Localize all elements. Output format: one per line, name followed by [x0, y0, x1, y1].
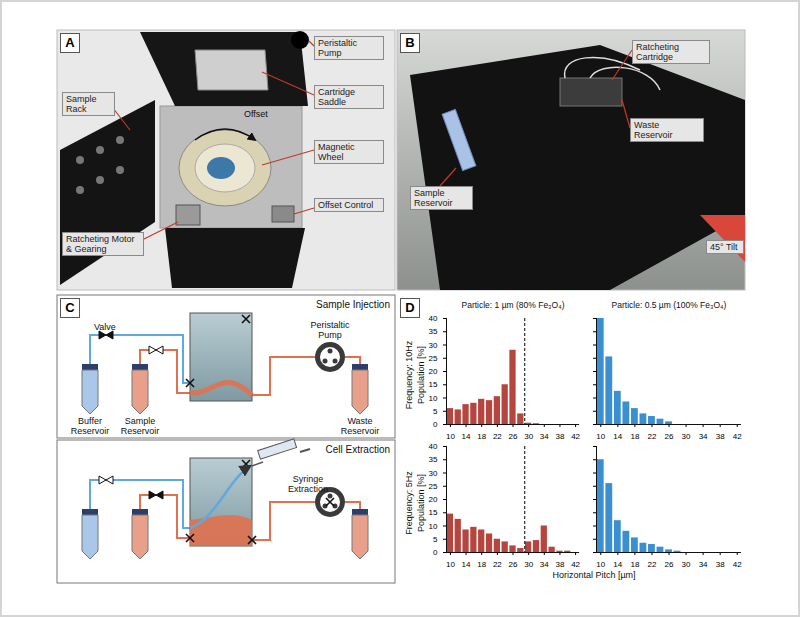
html-text:Particle: 1 µm (80% Fe₃O₄): Particle: 1 µm (80% Fe₃O₄)	[461, 300, 565, 310]
svg-text:42: 42	[571, 432, 580, 441]
html-text:Waste Reservoir: Waste Reservoir	[340, 416, 380, 436]
html-text:Peristaltic Pump: Peristaltic Pump	[310, 320, 350, 340]
svg-text:25: 25	[429, 482, 438, 491]
svg-text:10: 10	[429, 394, 438, 403]
svg-text:10: 10	[596, 432, 605, 441]
html-text:Particle: 0.5 µm (100% Fe₃O₄): Particle: 0.5 µm (100% Fe₃O₄)	[611, 300, 727, 310]
svg-text:34: 34	[540, 560, 549, 569]
svg-text:0: 0	[433, 548, 438, 557]
html-text:Sample Reservoir: Sample Reservoir	[414, 188, 453, 208]
svg-text:26: 26	[665, 560, 674, 569]
svg-text:34: 34	[699, 432, 708, 441]
html-text:Syringe Extraction: Syringe Extraction	[288, 474, 328, 494]
html-text:45° Tilt: 45° Tilt	[710, 242, 738, 252]
html-text:Waste Reservoir: Waste Reservoir	[634, 120, 673, 140]
svg-text:26: 26	[509, 560, 518, 569]
html-text:Frequency: 5Hz: Frequency: 5Hz	[404, 471, 414, 535]
html-text:Valve: Valve	[94, 322, 116, 332]
svg-text:42: 42	[733, 560, 742, 569]
html-text:B: B	[405, 35, 415, 50]
svg-text:14: 14	[462, 432, 471, 441]
html-text:A: A	[65, 35, 75, 50]
html-text:Population [%]: Population [%]	[416, 474, 426, 532]
svg-text:18: 18	[630, 432, 639, 441]
svg-text:18: 18	[477, 560, 486, 569]
svg-text:38: 38	[555, 432, 564, 441]
html-text:Magnetic Wheel: Magnetic Wheel	[318, 142, 355, 162]
html-text:Ratcheting Motor & Gearing: Ratcheting Motor & Gearing	[66, 234, 135, 254]
svg-text:42: 42	[733, 432, 742, 441]
svg-text:25: 25	[429, 354, 438, 363]
html-text:Offset: Offset	[244, 109, 268, 119]
html-text:Buffer Reservoir: Buffer Reservoir	[70, 416, 110, 436]
html-text:Ratcheting Cartridge: Ratcheting Cartridge	[636, 42, 679, 62]
svg-text:14: 14	[613, 432, 622, 441]
html-text:Sample Rack: Sample Rack	[66, 94, 97, 114]
html-text:Offset Control: Offset Control	[318, 200, 374, 210]
html-text:Horizontal Pitch [µm]: Horizontal Pitch [µm]	[552, 570, 636, 580]
svg-text:22: 22	[493, 560, 502, 569]
svg-text:30: 30	[682, 432, 691, 441]
svg-text:30: 30	[682, 560, 691, 569]
html-text:D: D	[405, 300, 415, 315]
svg-text:10: 10	[446, 432, 455, 441]
svg-text:35: 35	[429, 455, 438, 464]
svg-text:38: 38	[716, 560, 725, 569]
svg-text:5: 5	[433, 407, 438, 416]
svg-text:15: 15	[429, 380, 438, 389]
svg-text:30: 30	[429, 469, 438, 478]
html-text:Peristaltic Pump: Peristaltic Pump	[318, 38, 357, 58]
svg-text:34: 34	[540, 432, 549, 441]
svg-text:26: 26	[665, 432, 674, 441]
svg-text:10: 10	[446, 560, 455, 569]
svg-text:30: 30	[524, 432, 533, 441]
svg-text:10: 10	[596, 560, 605, 569]
html-text:Sample Reservoir: Sample Reservoir	[120, 416, 160, 436]
svg-text:30: 30	[524, 560, 533, 569]
svg-text:18: 18	[477, 432, 486, 441]
svg-text:40: 40	[429, 442, 438, 451]
svg-text:15: 15	[429, 508, 438, 517]
html-text:Population [%]: Population [%]	[416, 346, 426, 404]
svg-text:40: 40	[429, 314, 438, 323]
svg-text:30: 30	[429, 341, 438, 350]
html-text:Frequency: 10Hz: Frequency: 10Hz	[404, 340, 414, 410]
svg-text:38: 38	[555, 560, 564, 569]
svg-text:22: 22	[493, 432, 502, 441]
html-text:Sample Injection: Sample Injection	[316, 299, 390, 310]
html-text:Cartridge Saddle: Cartridge Saddle	[318, 87, 355, 107]
html-text:Cell Extraction: Cell Extraction	[325, 444, 390, 455]
svg-text:20: 20	[429, 495, 438, 504]
svg-text:18: 18	[630, 560, 639, 569]
svg-text:22: 22	[647, 560, 656, 569]
svg-text:35: 35	[429, 327, 438, 336]
svg-text:26: 26	[509, 432, 518, 441]
svg-text:14: 14	[613, 560, 622, 569]
svg-text:38: 38	[716, 432, 725, 441]
svg-text:34: 34	[699, 560, 708, 569]
svg-text:0: 0	[433, 420, 438, 429]
html-text:C: C	[65, 300, 75, 315]
svg-text:20: 20	[429, 367, 438, 376]
svg-text:22: 22	[647, 432, 656, 441]
svg-text:42: 42	[571, 560, 580, 569]
svg-text:5: 5	[433, 535, 438, 544]
svg-text:10: 10	[429, 522, 438, 531]
svg-text:14: 14	[462, 560, 471, 569]
